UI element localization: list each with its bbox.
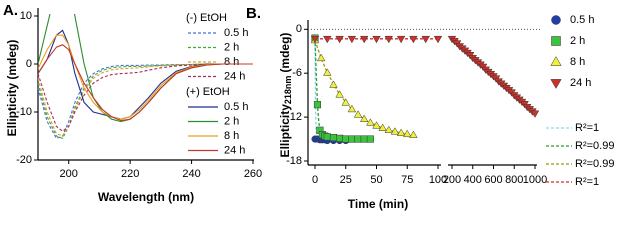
marker — [403, 129, 412, 138]
marker — [323, 133, 331, 141]
marker — [409, 35, 418, 44]
figure: A. Ellipticity (mdeg) Wavelength (nm) B.… — [3, 2, 614, 211]
marker — [347, 35, 357, 44]
marker — [396, 128, 406, 136]
marker — [409, 130, 418, 138]
marker — [310, 35, 320, 44]
spectrum-line — [38, 63, 253, 137]
legend-label: R²=0.99 — [575, 158, 614, 170]
legend-label: 0.5 h — [224, 101, 248, 113]
y-tick-label: 0 — [296, 23, 302, 35]
marker — [323, 35, 332, 44]
y-axis-label: Ellipticity218nm (mdeg) — [278, 33, 293, 158]
fit-line — [314, 38, 371, 140]
marker — [359, 114, 369, 122]
y-axis-label: Ellipticity (mdeg) — [5, 40, 19, 137]
marker — [366, 118, 375, 126]
marker — [366, 135, 374, 143]
marker — [329, 80, 338, 88]
marker — [342, 135, 350, 143]
legend-title: (-) EtOH — [186, 12, 227, 24]
marker — [353, 110, 363, 118]
y-tick-label: -12 — [286, 111, 302, 123]
marker — [359, 35, 369, 44]
legend-label: 24 h — [224, 144, 245, 156]
y-tick-label: -18 — [286, 155, 302, 167]
legend-label: 0.5 h — [224, 27, 248, 39]
spectrum-line — [38, 34, 253, 120]
x-axis-label: Wavelength (nm) — [98, 190, 194, 204]
legend-marker — [550, 56, 562, 66]
marker — [335, 35, 344, 44]
legend-label: 2 h — [224, 115, 239, 127]
legend-marker — [551, 15, 561, 25]
legend-label: 24 h — [570, 77, 591, 89]
x-tick-label: 220 — [121, 168, 139, 180]
marker — [348, 135, 356, 143]
x-tick-label: 0 — [312, 174, 318, 186]
spectrum-line — [38, 63, 253, 140]
y-tick-label: 10 — [20, 10, 32, 22]
fit-line — [314, 36, 350, 140]
marker — [384, 125, 394, 134]
legend-label: 8 h — [570, 56, 585, 68]
marker — [384, 35, 394, 44]
x-tick-label: 100 — [429, 174, 447, 186]
legend-label: R²=1 — [575, 122, 599, 134]
x-axis-label: Time (min) — [348, 197, 408, 211]
legend-title: (+) EtOH — [186, 86, 230, 98]
marker — [433, 35, 443, 44]
legend-label: 24 h — [224, 70, 245, 82]
marker — [341, 98, 350, 106]
legend-label: 2 h — [570, 35, 585, 47]
spectrum-line — [38, 44, 253, 122]
y-axis-label-subscript: 218nm — [283, 76, 293, 105]
legend-label: 8 h — [224, 56, 239, 68]
y-tick-label: 0 — [26, 58, 32, 70]
marker — [421, 35, 430, 44]
x-tick-label: 240 — [182, 168, 200, 180]
marker — [372, 35, 381, 44]
marker — [347, 104, 357, 113]
marker — [372, 121, 381, 129]
x-tick-label: 1000 — [523, 174, 547, 186]
x-tick-label: 50 — [370, 174, 382, 186]
marker — [354, 135, 362, 143]
x-tick-label: 200 — [443, 174, 461, 186]
legend-marker — [550, 79, 562, 89]
marker — [313, 101, 322, 109]
y-tick-label: -6 — [292, 67, 302, 79]
panel-label: B. — [246, 5, 261, 22]
legend-label: R²=0.99 — [575, 140, 614, 152]
y-tick-label: -20 — [16, 154, 32, 166]
x-tick-label: 260 — [244, 168, 262, 180]
x-tick-label: 25 — [340, 174, 352, 186]
marker — [316, 53, 326, 62]
legend-label: 2 h — [224, 41, 239, 53]
marker — [396, 35, 406, 44]
panel-label: A. — [3, 2, 18, 19]
marker — [336, 134, 344, 142]
marker — [378, 123, 387, 131]
y-axis-label-main: Ellipticity — [278, 104, 292, 158]
y-tick-label: -10 — [16, 106, 32, 118]
x-tick-label: 600 — [484, 174, 502, 186]
marker — [360, 135, 368, 143]
legend-label: 8 h — [224, 130, 239, 142]
legend-label: R²=1 — [575, 176, 599, 188]
marker — [335, 90, 344, 98]
x-tick-label: 800 — [505, 174, 523, 186]
marker — [329, 134, 337, 142]
marker — [323, 68, 332, 76]
x-tick-label: 75 — [401, 174, 413, 186]
legend-label: 0.5 h — [570, 14, 594, 26]
marker — [390, 127, 400, 135]
y-axis-label-unit: (mdeg) — [278, 33, 292, 73]
x-tick-label: 400 — [464, 174, 482, 186]
legend-marker — [551, 36, 561, 46]
marker — [530, 110, 540, 118]
x-tick-label: 200 — [60, 168, 78, 180]
